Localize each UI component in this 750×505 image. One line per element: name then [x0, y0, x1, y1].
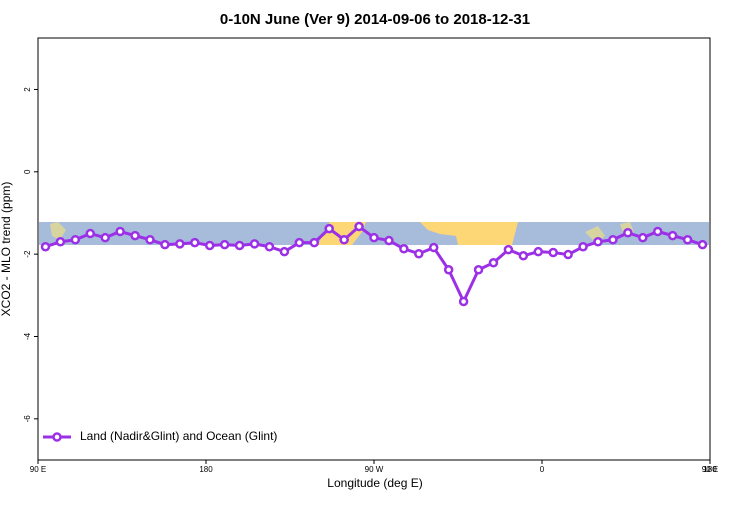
data-point — [399, 244, 409, 254]
data-point — [638, 232, 648, 243]
data-point — [533, 246, 544, 257]
data-point — [339, 234, 349, 245]
data-point — [652, 226, 663, 237]
data-point — [608, 234, 618, 245]
data-point — [309, 237, 320, 248]
data-point — [55, 237, 66, 247]
data-point — [503, 244, 514, 255]
data-point — [85, 228, 96, 239]
data-point — [264, 241, 275, 252]
data-point — [234, 240, 245, 251]
x-tick-label: 180 — [703, 465, 717, 474]
data-point — [518, 251, 529, 261]
data-point — [204, 240, 215, 251]
data-point — [40, 241, 51, 252]
data-point — [458, 296, 469, 307]
data-point — [548, 247, 558, 258]
y-tick-label: -6 — [23, 415, 32, 423]
legend-label: Land (Nadir&Glint) and Ocean (Glint) — [80, 429, 277, 443]
data-point — [682, 234, 693, 245]
y-tick-label: 2 — [23, 87, 32, 92]
data-point — [384, 235, 394, 246]
x-tick-label: 90 E — [30, 465, 46, 474]
data-point — [70, 234, 81, 245]
data-point — [294, 237, 305, 248]
y-tick-label: 0 — [23, 169, 32, 174]
x-tick-label: 180 — [199, 465, 213, 474]
y-tick-label: -2 — [23, 250, 32, 258]
land — [420, 222, 518, 245]
data-point — [324, 223, 334, 234]
data-point — [563, 249, 573, 260]
data-point — [593, 237, 603, 247]
data-point — [623, 227, 633, 238]
data-point — [697, 239, 708, 250]
data-point — [145, 234, 155, 245]
data-point — [175, 239, 185, 249]
data-point — [443, 265, 454, 275]
data-point — [578, 241, 588, 252]
data-point — [160, 239, 170, 250]
data-point — [667, 230, 678, 241]
chart-title: 0-10N June (Ver 9) 2014-09-06 to 2018-12… — [220, 11, 530, 28]
data-point — [354, 221, 364, 232]
data-point — [414, 248, 424, 259]
data-point — [279, 246, 290, 257]
x-tick-label: 90 E — [702, 465, 718, 474]
y-tick-label: -4 — [23, 332, 32, 340]
plot-frame — [37, 37, 711, 461]
data-point — [190, 237, 200, 248]
data-point — [100, 232, 110, 243]
data-point — [249, 239, 260, 249]
legend-marker — [52, 432, 62, 442]
land — [50, 222, 66, 240]
data-point — [115, 226, 125, 237]
x-axis-label: Longitude (deg E) — [327, 476, 422, 490]
data-point — [369, 232, 379, 243]
data-point — [428, 242, 439, 253]
data-point — [130, 230, 140, 241]
y-axis-label: XCO2 - MLO trend (ppm) — [0, 182, 13, 317]
data-point — [488, 258, 499, 268]
x-tick-label: 0 — [540, 465, 545, 474]
x-tick-label: 90 W — [365, 465, 384, 474]
data-point — [219, 239, 230, 250]
data-point — [473, 265, 484, 275]
